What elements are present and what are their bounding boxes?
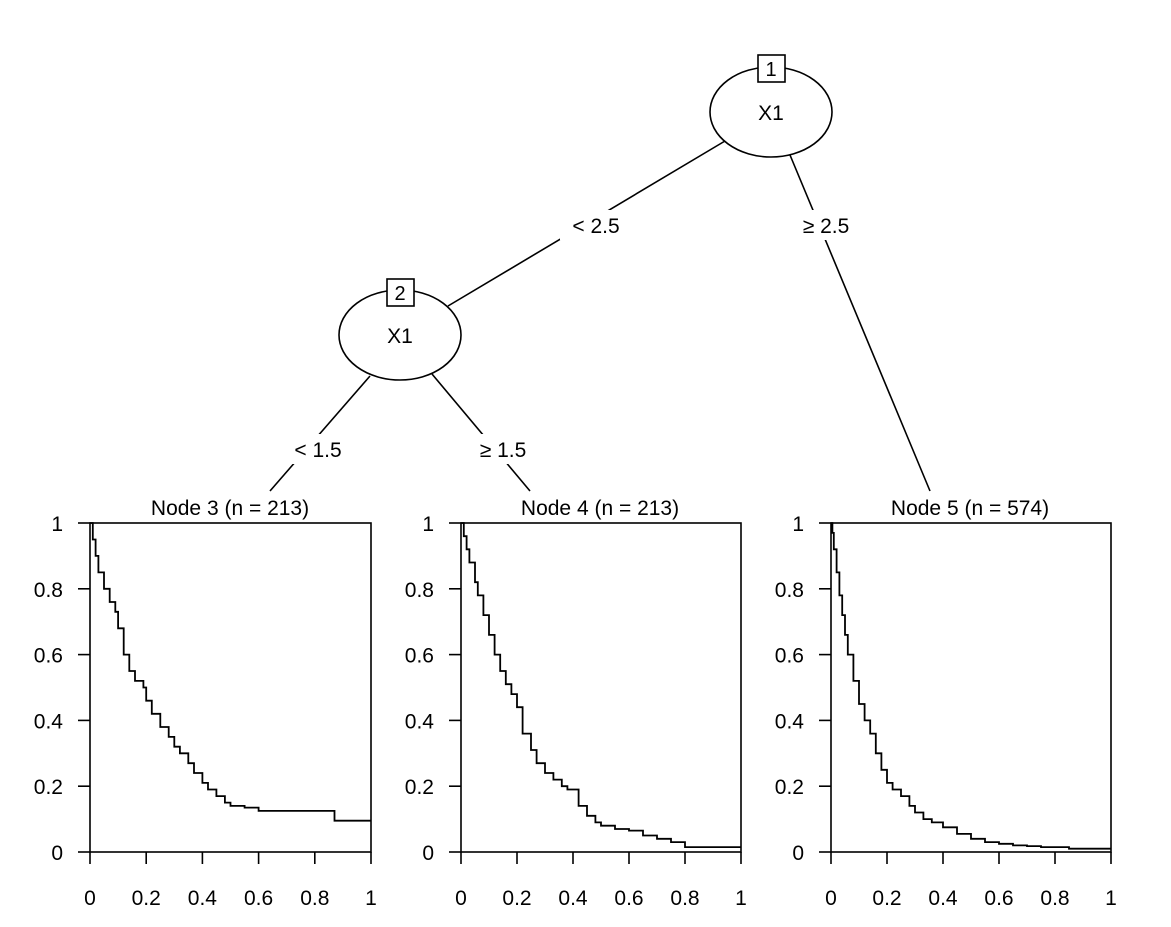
node-3-title: Node 3 (n = 213) [151,497,309,520]
panel-2-x-tick-label: 0.8 [1040,887,1069,910]
panel-0-y-tick-label: 0 [51,842,63,865]
panel-0-y-tick-label: 0.8 [34,579,63,602]
inner-node-1: X1 1 [709,54,833,158]
panel-0-x-tick-label: 0.6 [244,887,273,910]
panel-2-y-tick-label: 0.6 [775,645,804,668]
node-2-id-box [386,278,415,307]
panel-1-y-tick-label: 0 [422,842,434,865]
panel-1-x-tick-label: 0.4 [558,887,588,910]
terminal-node-3-panel: Node 3 (n = 213) 0 0.2 0.4 0.6 0.8 1 0 0.2 0.4 0.… [34,497,377,910]
panel-2-y-tick-label: 1 [792,513,804,536]
panel-1-x-tick-label: 0 [455,887,467,910]
edge-labels: < 2.5 ≥ 2.5 < 1.5 ≥ 1.5 [282,210,862,464]
panel-0-x-tick-label: 0.4 [188,887,218,910]
panel-1-y-tick-label: 0.8 [405,579,434,602]
inner-node-2: X1 2 [338,278,462,381]
edge-label-lt-1-5: < 1.5 [294,439,341,462]
edge-2-to-4 [431,373,531,492]
panel-1-y-tick-label: 0.4 [405,710,435,733]
panel-2-survival-curve [831,522,1111,850]
panel-2-x-tick-label: 1 [1105,887,1117,910]
panel-0-survival-curve [90,522,371,822]
panel-1-frame [460,522,742,853]
panel-1-y-tick-label: 0.6 [405,645,434,668]
panel-0-x-tick-label: 0.2 [132,887,161,910]
node-5-title: Node 5 (n = 574) [891,497,1049,520]
panel-1-x-tick-label: 0.8 [670,887,699,910]
node-1-id-box [757,54,786,83]
panel-0-x-tick-label: 0.8 [300,887,329,910]
panel-2-y-tick-label: 0 [792,842,804,865]
panel-2-x-tick-label: 0.4 [928,887,958,910]
edge-1-to-5 [789,154,931,492]
panel-2-x-tick-label: 0 [825,887,837,910]
panel-1-survival-curve [461,522,741,848]
panel-2-y-tick-label: 0.2 [775,776,804,799]
panel-1-x-tick-label: 1 [735,887,747,910]
panel-0-y-tick-label: 0.6 [34,645,63,668]
panel-2-frame [830,522,1112,853]
node-1-id: 1 [765,59,776,81]
panel-0-x-tick-label: 0 [84,887,96,910]
panel-0-x-tick-label: 1 [365,887,377,910]
node-2-id: 2 [394,283,405,305]
panel-1-y-tick-label: 0.2 [405,776,434,799]
node-1-variable: X1 [758,102,784,125]
terminal-node-5-panel: Node 5 (n = 574) 0 0.2 0.4 0.6 0.8 1 0 0.2 0.4 0.… [775,497,1117,910]
node-4-title: Node 4 (n = 213) [521,497,679,520]
panel-0-y-tick-label: 0.4 [34,710,64,733]
panel-0-frame [89,522,372,853]
panel-2-y-tick-label: 0.4 [775,710,805,733]
edge-label-ge-2-5: ≥ 2.5 [803,215,850,238]
panel-0-y-tick-label: 0.2 [34,776,63,799]
panel-1-x-tick-label: 0.2 [502,887,531,910]
panel-1-x-tick-label: 0.6 [614,887,643,910]
panel-2-x-tick-label: 0.2 [872,887,901,910]
panel-2-y-tick-label: 0.8 [775,579,804,602]
edge-label-ge-1-5: ≥ 1.5 [480,439,527,462]
terminal-node-4-panel: Node 4 (n = 213) 0 0.2 0.4 0.6 0.8 1 0 0.2 0.4 0.… [405,497,747,910]
node-2-variable: X1 [387,325,413,348]
panel-2-x-tick-label: 0.6 [984,887,1013,910]
panel-0-y-tick-label: 1 [51,513,63,536]
edge-2-to-3 [269,375,371,492]
panel-1-y-tick-label: 1 [422,513,434,536]
edge-label-lt-2-5: < 2.5 [572,215,619,238]
